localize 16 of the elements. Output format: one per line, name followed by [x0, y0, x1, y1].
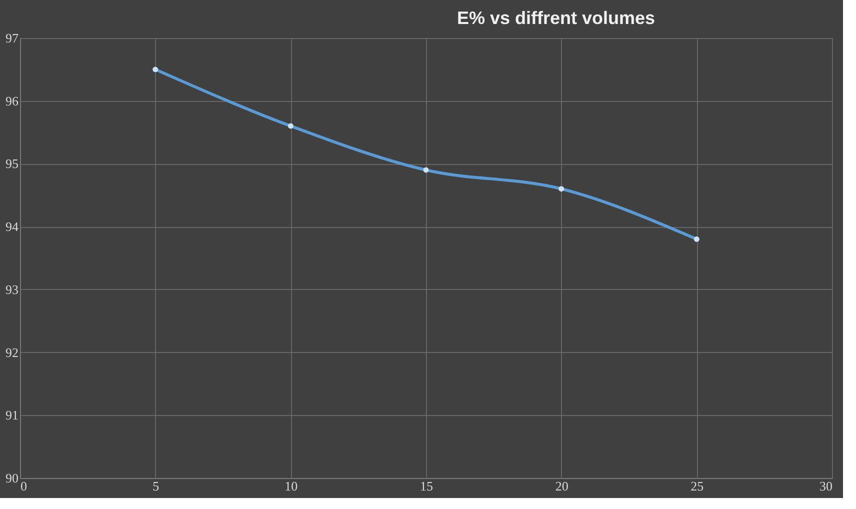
y-tick-label: 97	[6, 30, 19, 46]
chart-title: E% vs diffrent volumes	[456, 8, 656, 28]
x-tick-label: 5	[152, 478, 160, 494]
x-tick-label: 25	[690, 478, 704, 494]
x-tick-label: 20	[555, 478, 568, 494]
x-tick-label: 10	[284, 478, 298, 494]
y-tick-label: 90	[6, 470, 18, 486]
y-tick-label: 96	[6, 93, 19, 108]
y-tick-label: 93	[6, 282, 18, 297]
y-tick-label: 95	[6, 156, 18, 172]
x-tick-label: 15	[420, 478, 433, 494]
y-tick-label: 92	[6, 344, 18, 360]
x-tick-label: 30	[820, 478, 832, 494]
y-tick-label: 94	[6, 219, 19, 234]
y-tick-label: 91	[6, 408, 18, 423]
x-tick-label: 0	[20, 478, 27, 494]
